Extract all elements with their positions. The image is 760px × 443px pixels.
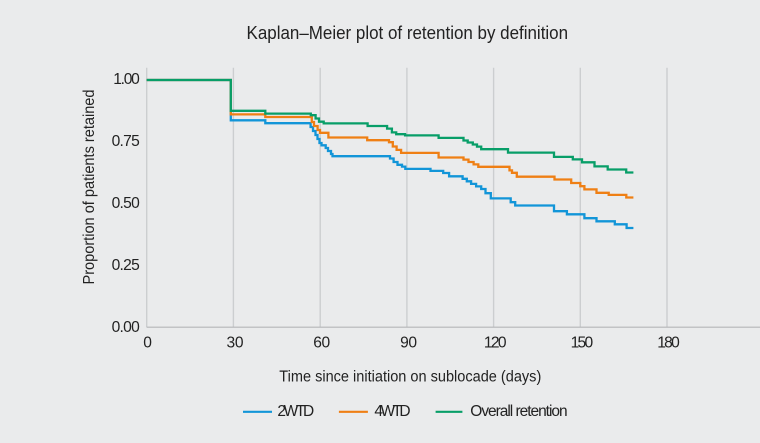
svg-text:90: 90 bbox=[400, 334, 417, 351]
svg-text:60: 60 bbox=[313, 334, 330, 351]
svg-text:150: 150 bbox=[571, 334, 594, 351]
svg-text:180: 180 bbox=[657, 334, 680, 351]
svg-text:0: 0 bbox=[143, 334, 152, 351]
svg-text:Overall retention: Overall retention bbox=[470, 403, 567, 420]
svg-text:Proportion of patients retaine: Proportion of patients retained bbox=[81, 90, 98, 285]
svg-text:2WTD: 2WTD bbox=[277, 403, 314, 420]
svg-text:4WTD: 4WTD bbox=[374, 403, 410, 420]
svg-text:1.00: 1.00 bbox=[113, 71, 140, 88]
svg-text:120: 120 bbox=[484, 334, 507, 351]
svg-text:Time since initiation on sublo: Time since initiation on sublocade (days… bbox=[279, 369, 541, 386]
svg-text:0.25: 0.25 bbox=[112, 257, 141, 274]
svg-text:30: 30 bbox=[227, 334, 244, 351]
svg-text:0.00: 0.00 bbox=[112, 319, 141, 336]
svg-text:Kaplan–Meier plot of retention: Kaplan–Meier plot of retention by defini… bbox=[247, 23, 569, 43]
svg-text:0.75: 0.75 bbox=[112, 133, 141, 150]
svg-text:0.50: 0.50 bbox=[112, 195, 141, 212]
